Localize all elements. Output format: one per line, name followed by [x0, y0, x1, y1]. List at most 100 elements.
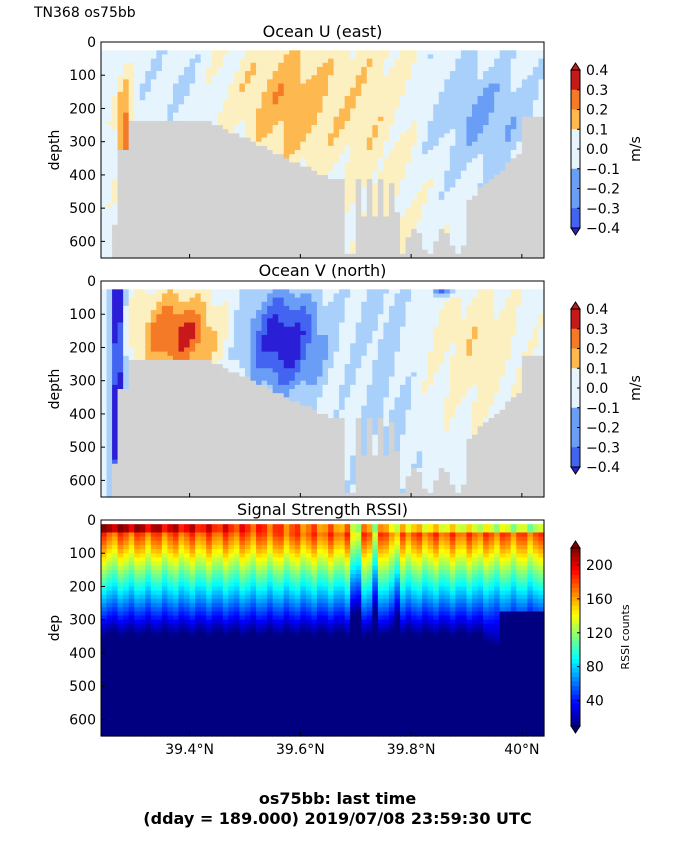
- heatmap-cell: [472, 241, 479, 247]
- heatmap-cell: [477, 253, 484, 259]
- heatmap-cell: [134, 355, 141, 361]
- heatmap-cell: [316, 162, 324, 168]
- heatmap-cell: [388, 112, 396, 118]
- heatmap-cell: [305, 58, 313, 64]
- heatmap-cell: [366, 212, 373, 218]
- heatmap-cell: [123, 492, 130, 498]
- heatmap-cell: [311, 75, 318, 80]
- heatmap-cell: [233, 150, 241, 155]
- heatmap-cell: [178, 281, 185, 286]
- heatmap-cell: [134, 430, 141, 436]
- heatmap-cell: [195, 91, 202, 97]
- heatmap-cell: [139, 42, 146, 47]
- heatmap-cell: [400, 166, 407, 172]
- heatmap-cell: [156, 183, 163, 188]
- heatmap-cell: [106, 405, 113, 411]
- heatmap-cell: [483, 120, 490, 126]
- heatmap-cell: [505, 241, 512, 247]
- heatmap-cell: [156, 120, 163, 126]
- heatmap-cell: [294, 154, 301, 159]
- heatmap-cell: [112, 438, 119, 444]
- heatmap-cell: [405, 112, 412, 118]
- heatmap-cell: [449, 187, 456, 193]
- heatmap-cell: [405, 54, 412, 60]
- heatmap-cell: [278, 120, 285, 126]
- heatmap-cell: [172, 253, 180, 259]
- heatmap-cell: [527, 241, 534, 247]
- heatmap-cell: [233, 91, 241, 97]
- heatmap-cell: [283, 79, 290, 85]
- heatmap-cell: [538, 212, 545, 218]
- heatmap-cell: [477, 71, 484, 76]
- heatmap-cell: [189, 170, 196, 176]
- heatmap-cell: [433, 249, 440, 255]
- heatmap-cell: [527, 150, 534, 155]
- heatmap-cell: [466, 50, 473, 56]
- heatmap-cell: [521, 100, 528, 105]
- heatmap-cell: [377, 87, 385, 93]
- heatmap-cell: [516, 83, 523, 89]
- heatmap-cell: [377, 83, 385, 89]
- heatmap-cell: [156, 376, 163, 382]
- heatmap-cell: [150, 384, 157, 390]
- heatmap-cell: [184, 137, 191, 143]
- heatmap-cell: [372, 100, 379, 105]
- heatmap-cell: [267, 141, 274, 147]
- heatmap-cell: [112, 343, 119, 349]
- heatmap-cell: [316, 208, 324, 213]
- heatmap-cell: [134, 330, 141, 336]
- heatmap-cell: [134, 204, 141, 209]
- heatmap-cell: [101, 413, 108, 419]
- heatmap-cell: [134, 289, 141, 295]
- heatmap-cell: [128, 492, 135, 498]
- heatmap-cell: [139, 488, 146, 494]
- heatmap-cell: [505, 62, 512, 68]
- heatmap-cell: [150, 224, 157, 230]
- heatmap-cell: [538, 220, 545, 226]
- heatmap-cell: [521, 108, 528, 114]
- heatmap-cell: [328, 83, 335, 89]
- heatmap-cell: [311, 96, 318, 101]
- heatmap-cell: [134, 162, 141, 168]
- heatmap-cell: [101, 343, 108, 349]
- heatmap-cell: [377, 187, 385, 193]
- heatmap-cell: [256, 100, 263, 105]
- heatmap-cell: [222, 42, 229, 47]
- heatmap-cell: [322, 170, 329, 176]
- heatmap-cell: [505, 145, 512, 151]
- heatmap-cell: [510, 141, 517, 147]
- heatmap-cell: [377, 191, 385, 197]
- heatmap-cell: [128, 289, 135, 295]
- heatmap-cell: [455, 129, 462, 134]
- heatmap-cell: [521, 228, 528, 234]
- heatmap-cell: [361, 150, 368, 155]
- heatmap-cell: [250, 50, 257, 56]
- heatmap-cell: [272, 83, 279, 89]
- heatmap-cell: [449, 174, 456, 180]
- heatmap-cell: [222, 237, 229, 242]
- heatmap-cell: [521, 195, 528, 201]
- heatmap-cell: [516, 141, 523, 147]
- heatmap-cell: [267, 237, 274, 242]
- heatmap-cell: [416, 187, 423, 193]
- heatmap-cell: [422, 253, 429, 259]
- heatmap-cell: [333, 62, 340, 68]
- heatmap-cell: [106, 480, 113, 486]
- heatmap-cell: [505, 129, 512, 134]
- heatmap-cell: [438, 228, 445, 234]
- heatmap-cell: [383, 120, 390, 126]
- heatmap-cell: [233, 145, 241, 151]
- heatmap-cell: [123, 480, 130, 486]
- heatmap-cell: [161, 87, 169, 93]
- heatmap-cell: [112, 91, 119, 97]
- heatmap-cell: [527, 179, 534, 184]
- heatmap-cell: [494, 62, 501, 68]
- heatmap-cell: [422, 241, 429, 247]
- heatmap-cell: [350, 62, 357, 68]
- heatmap-cell: [333, 104, 340, 110]
- heatmap-cell: [400, 228, 407, 234]
- heatmap-cell: [527, 204, 534, 209]
- heatmap-cell: [305, 71, 313, 76]
- heatmap-cell: [400, 237, 407, 242]
- heatmap-cell: [422, 50, 429, 56]
